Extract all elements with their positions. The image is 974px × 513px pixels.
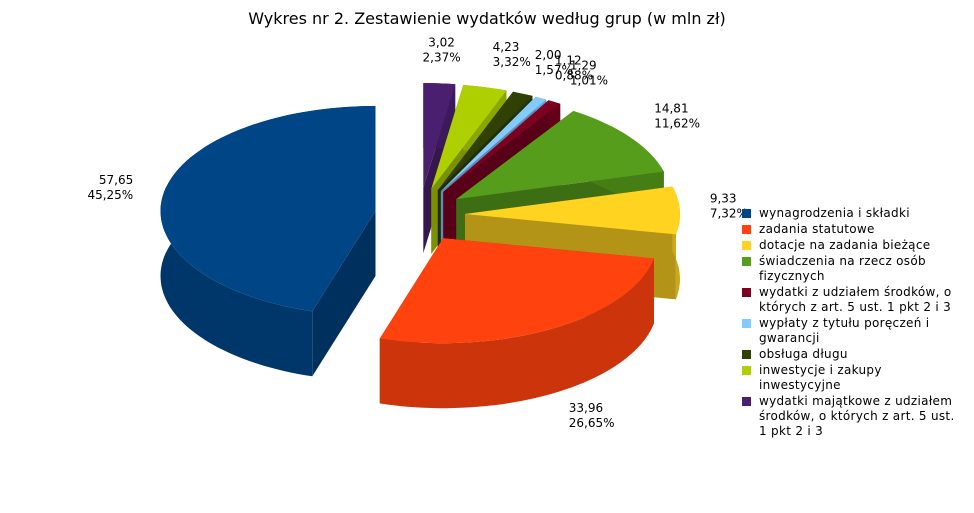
slice-top — [456, 111, 664, 200]
legend-item: obsługa długu — [742, 347, 957, 362]
slice-top — [379, 238, 654, 344]
legend-item: wydatki majątkowe z udziałem środków, o … — [742, 394, 957, 439]
legend-label: dotacje na zadania bieżące — [759, 238, 931, 252]
legend-label: wydatki majątkowe z udziałem środków, o … — [759, 394, 955, 438]
legend-swatch — [742, 397, 751, 406]
legend-swatch — [742, 225, 751, 234]
percentage-label: 1,01% — [570, 73, 608, 87]
slice-side — [379, 258, 654, 409]
percentage-label: 11,62% — [654, 116, 700, 130]
value-label: 2,00 — [535, 48, 562, 62]
legend-swatch — [742, 319, 751, 328]
legend-item: wynagrodzenia i składki — [742, 206, 957, 221]
percentage-label: 26,65% — [569, 416, 615, 430]
slice-top — [160, 106, 376, 312]
percentage-label: 45,25% — [87, 188, 133, 202]
legend-label: wydatki z udziałem środków, o których z … — [759, 285, 952, 314]
legend-item: świadczenia na rzecz osób fizycznych — [742, 254, 957, 284]
slice-wall — [312, 211, 376, 377]
value-label: 1,12 — [555, 54, 582, 68]
legend-swatch — [742, 241, 751, 250]
slice-top — [440, 96, 547, 192]
value-label: 4,23 — [493, 40, 520, 54]
slice-top — [423, 83, 456, 189]
value-label: 33,96 — [569, 401, 603, 415]
value-label: 57,65 — [99, 173, 133, 187]
legend-item: wydatki z udziałem środków, o których z … — [742, 285, 957, 315]
percentage-label: 7,32% — [710, 206, 748, 220]
legend-label: zadania statutowe — [759, 222, 875, 236]
percentage-label: 3,32% — [493, 55, 531, 69]
value-label: 14,81 — [654, 101, 688, 115]
percentage-label: 2,37% — [423, 50, 461, 64]
legend-item: inwestycje i zakupy inwestycyjne — [742, 363, 957, 393]
legend-label: świadczenia na rzecz osób fizycznych — [759, 254, 926, 283]
slice-top — [431, 85, 507, 189]
legend-label: inwestycje i zakupy inwestycyjne — [759, 363, 882, 392]
legend-label: obsługa długu — [759, 347, 848, 361]
pie-slice — [160, 106, 376, 377]
chart-title: Wykres nr 2. Zestawienie wydatków według… — [248, 9, 725, 28]
legend-swatch — [742, 209, 751, 218]
pie-slice — [379, 238, 654, 409]
value-label: 1,29 — [570, 58, 597, 72]
legend-item: dotacje na zadania bieżące — [742, 238, 957, 253]
legend-label: wynagrodzenia i składki — [759, 206, 910, 220]
legend-item: zadania statutowe — [742, 222, 957, 237]
legend-item: wypłaty z tytułu poręczeń i gwarancji — [742, 316, 957, 346]
slice-top — [465, 186, 680, 235]
slice-top — [437, 91, 533, 191]
legend: wynagrodzenia i składki zadania statutowe… — [742, 206, 957, 440]
slice-top — [443, 100, 561, 192]
legend-swatch — [742, 366, 751, 375]
percentage-label: 1,57% — [535, 63, 573, 77]
percentage-label: 0,88% — [555, 69, 593, 83]
legend-swatch — [742, 350, 751, 359]
legend-swatch — [742, 288, 751, 297]
value-label: 9,33 — [710, 191, 737, 205]
legend-swatch — [742, 257, 751, 266]
value-label: 3,02 — [428, 35, 455, 49]
legend-label: wypłaty z tytułu poręczeń i gwarancji — [759, 316, 930, 345]
